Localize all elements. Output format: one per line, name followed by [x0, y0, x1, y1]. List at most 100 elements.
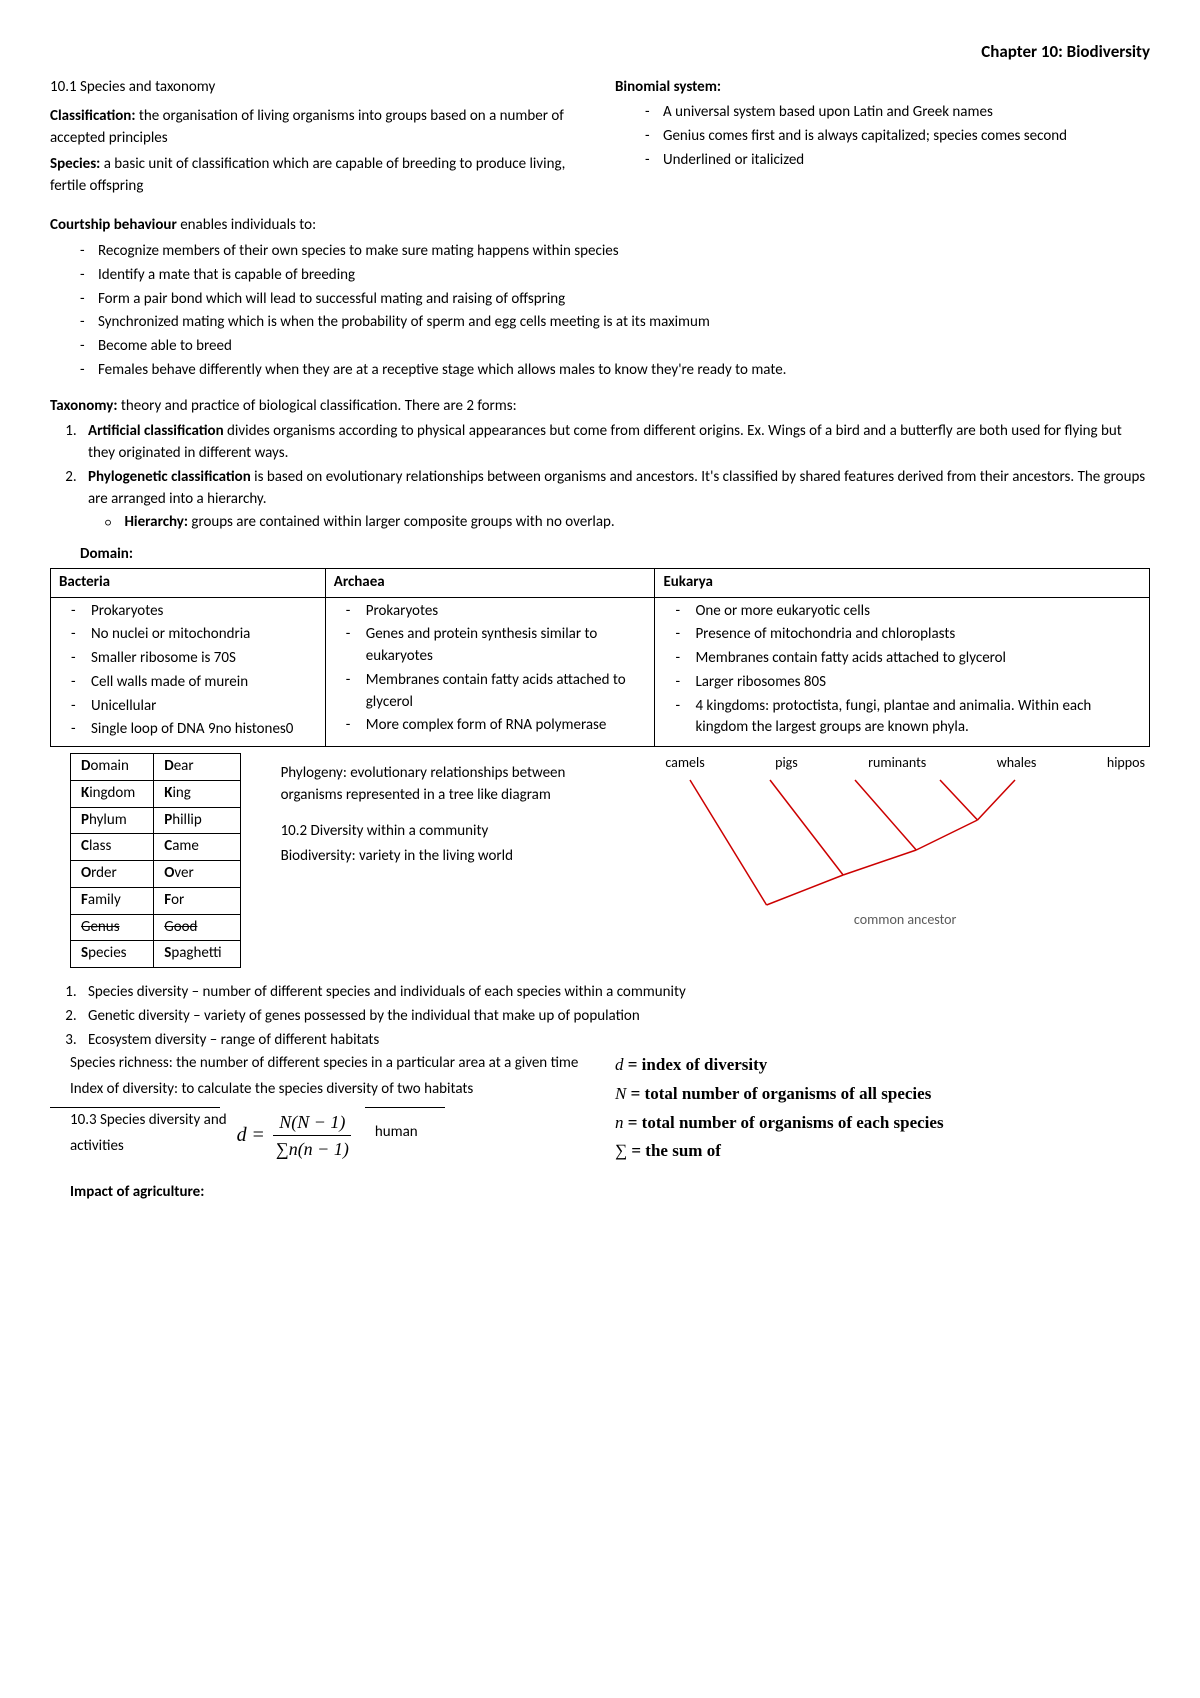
list-item: Presence of mitochondria and chloroplast…: [675, 624, 1141, 646]
def-sym: ∑: [615, 1141, 627, 1160]
table-cell: King: [154, 780, 240, 807]
table-cell: Came: [154, 834, 240, 861]
human-label: human: [375, 1123, 418, 1141]
list-item: Ecosystem diversity – range of different…: [80, 1030, 1150, 1052]
species-para: Species: a basic unit of classification …: [50, 154, 585, 198]
list-item: Become able to breed: [80, 336, 1150, 358]
section-101-heading: 10.1 Species and taxonomy: [50, 77, 585, 99]
table-cell: Over: [154, 861, 240, 888]
tree-diagram: [660, 775, 1040, 910]
taxonomy-text: theory and practice of biological classi…: [117, 397, 516, 415]
phylo-label: Phylogenetic classification: [88, 468, 251, 486]
courtship-label: Courtship behaviour: [50, 216, 177, 234]
courtship-heading: Courtship behaviour enables individuals …: [50, 215, 1150, 237]
index-diversity: Index of diversity: to calculate the spe…: [50, 1079, 585, 1101]
table-cell: Domain: [71, 754, 154, 781]
biodiversity-text: Biodiversity: variety in the living worl…: [281, 846, 631, 868]
list-item: More complex form of RNA polymerase: [346, 715, 647, 737]
diversity-types-list: Species diversity – number of different …: [50, 982, 1150, 1051]
artificial-label: Artificial classification: [88, 422, 224, 440]
table-header: Eukarya: [655, 568, 1150, 597]
list-item: Single loop of DNA 9no histones0: [71, 719, 317, 741]
common-ancestor-label: common ancestor: [660, 910, 1150, 930]
chapter-title: Chapter 10: Biodiversity: [50, 40, 1150, 65]
list-item: One or more eukaryotic cells: [675, 601, 1141, 623]
table-cell: For: [154, 887, 240, 914]
species-label: Species:: [50, 155, 100, 173]
table-cell: Genus: [71, 914, 154, 941]
species-text: a basic unit of classification which are…: [50, 155, 565, 195]
courtship-list: Recognize members of their own species t…: [50, 241, 1150, 382]
hierarchy-text: groups are contained within larger compo…: [188, 513, 615, 531]
table-cell: Dear: [154, 754, 240, 781]
section-103-heading-2: activities: [50, 1136, 227, 1158]
def-text: = index of diversity: [624, 1055, 768, 1074]
list-item: Unicellular: [71, 696, 317, 718]
table-cell: Kingdom: [71, 780, 154, 807]
taxon-label: pigs: [775, 753, 798, 773]
list-item: A universal system based upon Latin and …: [645, 102, 1150, 124]
list-item: Underlined or italicized: [645, 150, 1150, 172]
taxonomy-forms: Artificial classification divides organi…: [50, 421, 1150, 510]
binomial-list: A universal system based upon Latin and …: [615, 102, 1150, 171]
list-item: Hierarchy: groups are contained within l…: [105, 512, 1150, 534]
classification-label: Classification:: [50, 107, 135, 125]
formula-d: d: [237, 1121, 247, 1150]
table-cell: Family: [71, 887, 154, 914]
list-item: Females behave differently when they are…: [80, 360, 1150, 382]
list-item: Synchronized mating which is when the pr…: [80, 312, 1150, 334]
list-item: Artificial classification divides organi…: [80, 421, 1150, 465]
taxon-label: ruminants: [868, 753, 926, 773]
list-item: Prokaryotes: [346, 601, 647, 623]
formula-numerator: N(N − 1): [273, 1109, 351, 1136]
hierarchy-label: Hierarchy:: [124, 513, 188, 531]
table-cell: Class: [71, 834, 154, 861]
list-item: Cell walls made of murein: [71, 672, 317, 694]
diversity-formula: d = N(N − 1) ∑n(n − 1): [237, 1109, 355, 1162]
def-text: = total number of organisms of each spec…: [624, 1113, 944, 1132]
formula-definitions: d = index of diversity N = total number …: [615, 1053, 1150, 1168]
taxon-label: whales: [997, 753, 1037, 773]
list-item: 4 kingdoms: protoctista, fungi, plantae …: [675, 696, 1141, 740]
def-text: = the sum of: [627, 1141, 721, 1160]
def-sym: N: [615, 1084, 626, 1103]
list-item: Form a pair bond which will lead to succ…: [80, 289, 1150, 311]
table-cell: Good: [154, 914, 240, 941]
domain-table: Bacteria Archaea Eukarya Prokaryotes No …: [50, 568, 1150, 747]
list-item: Identify a mate that is capable of breed…: [80, 265, 1150, 287]
list-item: Genes and protein synthesis similar to e…: [346, 624, 647, 668]
section-103-heading-1: 10.3 Species diversity and: [50, 1110, 227, 1132]
table-cell: Phylum: [71, 807, 154, 834]
impact-heading: Impact of agriculture:: [50, 1182, 1150, 1204]
courtship-label-after: enables individuals to:: [177, 216, 316, 234]
phylogeny-tree: camels pigs ruminants whales hippos comm…: [660, 753, 1150, 968]
section-102-heading: 10.2 Diversity within a community: [281, 821, 631, 843]
list-item: Membranes contain fatty acids attached t…: [346, 670, 647, 714]
table-cell: One or more eukaryotic cells Presence of…: [655, 597, 1150, 747]
list-item: Genius comes first and is always capital…: [645, 126, 1150, 148]
list-item: Larger ribosomes 80S: [675, 672, 1141, 694]
table-cell: Spaghetti: [154, 941, 240, 968]
list-item: Membranes contain fatty acids attached t…: [675, 648, 1141, 670]
taxon-label: hippos: [1107, 753, 1145, 773]
artificial-text: divides organisms according to physical …: [88, 422, 1122, 462]
list-item: Recognize members of their own species t…: [80, 241, 1150, 263]
mnemonic-table: DomainDearKingdomKingPhylumPhillipClassC…: [70, 753, 241, 968]
list-item: Smaller ribosome is 70S: [71, 648, 317, 670]
table-cell: Prokaryotes No nuclei or mitochondria Sm…: [51, 597, 326, 747]
list-item: Prokaryotes: [71, 601, 317, 623]
taxonomy-para: Taxonomy: theory and practice of biologi…: [50, 396, 1150, 418]
def-sym: n: [615, 1113, 624, 1132]
def-sym: d: [615, 1055, 624, 1074]
divider: [365, 1107, 445, 1108]
table-header: Bacteria: [51, 568, 326, 597]
taxon-label: camels: [665, 753, 704, 773]
table-header: Archaea: [325, 568, 655, 597]
list-item: Species diversity – number of different …: [80, 982, 1150, 1004]
table-cell: Phillip: [154, 807, 240, 834]
table-cell: Prokaryotes Genes and protein synthesis …: [325, 597, 655, 747]
hierarchy-bullet: Hierarchy: groups are contained within l…: [50, 512, 1150, 534]
list-item: Phylogenetic classification is based on …: [80, 467, 1150, 511]
domain-label: Domain:: [50, 544, 1150, 566]
formula-denominator: ∑n(n − 1): [270, 1136, 355, 1162]
